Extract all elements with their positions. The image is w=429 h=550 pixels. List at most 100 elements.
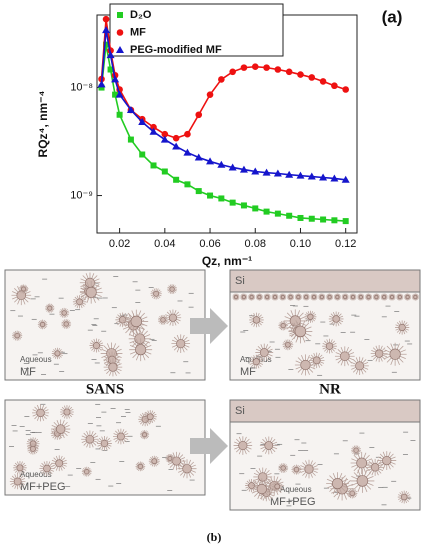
micelle-core — [30, 445, 36, 452]
micelle-shell — [308, 352, 325, 369]
point — [331, 217, 338, 224]
micelle-shell — [251, 478, 273, 500]
micelle-core — [264, 441, 274, 450]
micelle-core — [13, 477, 22, 486]
point — [115, 90, 124, 98]
micelle-core — [400, 493, 408, 501]
micelle-core — [130, 315, 142, 328]
point — [149, 127, 158, 135]
micelle-core — [16, 464, 24, 472]
legend — [109, 3, 284, 57]
x-tick-label: 0.04 — [154, 238, 175, 250]
micelle-core — [248, 482, 255, 489]
point — [117, 12, 123, 18]
micelle-shell — [37, 319, 48, 330]
micelle-core — [265, 295, 270, 299]
point — [262, 168, 271, 176]
micelle-core — [274, 483, 281, 490]
point — [150, 123, 157, 131]
point — [161, 168, 168, 175]
micelle-shell — [51, 455, 68, 472]
point — [107, 66, 114, 73]
micelle-core — [259, 348, 269, 357]
point — [217, 160, 226, 168]
micelle-shell — [350, 468, 375, 493]
point — [229, 199, 236, 206]
micelle-core — [249, 295, 254, 299]
point — [263, 64, 270, 71]
micelle-shell — [233, 436, 253, 455]
micelle-core — [280, 465, 286, 471]
micelle-core — [76, 298, 83, 306]
micelle-shell — [411, 293, 419, 301]
micelle-shell — [299, 459, 319, 479]
micelle-core — [356, 457, 368, 469]
micelle-core — [374, 349, 384, 358]
micelle-shell — [150, 288, 162, 300]
micelle-shell — [341, 293, 349, 301]
micelle-core — [300, 359, 311, 371]
point — [139, 151, 146, 158]
micelle-core — [332, 478, 344, 490]
solvent-label: Aqueous — [280, 485, 312, 494]
micelle-shell — [302, 293, 310, 301]
micelle-core — [349, 490, 355, 496]
micelle-shell — [19, 284, 29, 294]
point — [183, 148, 192, 156]
point — [252, 205, 259, 212]
point — [116, 46, 124, 53]
micelle-core — [405, 295, 410, 299]
point — [207, 192, 214, 199]
point — [229, 68, 236, 76]
micelle-shell — [59, 307, 70, 318]
micelle-shell — [103, 357, 123, 377]
micelle-core — [374, 295, 379, 299]
micelle-shell — [366, 458, 384, 476]
point — [195, 111, 203, 119]
micelle-shell — [140, 430, 150, 440]
micelle-core — [14, 333, 20, 339]
legend-label: MF — [130, 26, 146, 38]
micelle-core — [413, 295, 418, 299]
micelle-core — [119, 316, 127, 324]
micelle-core — [307, 313, 314, 320]
micelle-shell — [291, 464, 302, 475]
point — [297, 214, 304, 221]
point — [274, 66, 282, 73]
point — [116, 111, 123, 118]
point — [218, 76, 225, 83]
micelle-shell — [347, 488, 358, 499]
micelle-shell — [124, 309, 149, 334]
point — [330, 174, 339, 182]
point — [341, 175, 350, 183]
substrate — [229, 269, 421, 293]
point — [195, 188, 202, 195]
micelle-shell — [12, 330, 23, 341]
micelle-shell — [51, 419, 71, 439]
micelle-shell — [333, 293, 341, 301]
micelle-core — [356, 475, 369, 487]
micelle-shell — [294, 354, 317, 376]
micelle-core — [257, 295, 262, 299]
legend-label: PEG-modified MF — [130, 44, 222, 56]
micelle-shell — [395, 320, 410, 335]
micelle-shell — [249, 312, 264, 328]
micelle-core — [258, 472, 268, 482]
micelle-shell — [13, 461, 27, 475]
micelle-core — [54, 350, 61, 357]
arrow — [190, 428, 228, 464]
micelle-shell — [61, 319, 72, 329]
micelle-shell — [396, 293, 404, 301]
micelle-shell — [279, 293, 287, 301]
micelle-shell — [89, 338, 104, 353]
micelle-shell — [51, 347, 64, 360]
micelle-shell — [129, 338, 153, 362]
micelle-shell — [248, 293, 256, 301]
point — [263, 208, 270, 215]
y-tick-label: 10⁻⁸ — [70, 81, 93, 93]
x-tick-label: 0.02 — [109, 238, 130, 250]
micelle-core — [55, 424, 66, 434]
micelle-shell — [240, 293, 248, 301]
micelle-core — [319, 295, 324, 299]
micelle-shell — [397, 490, 411, 504]
